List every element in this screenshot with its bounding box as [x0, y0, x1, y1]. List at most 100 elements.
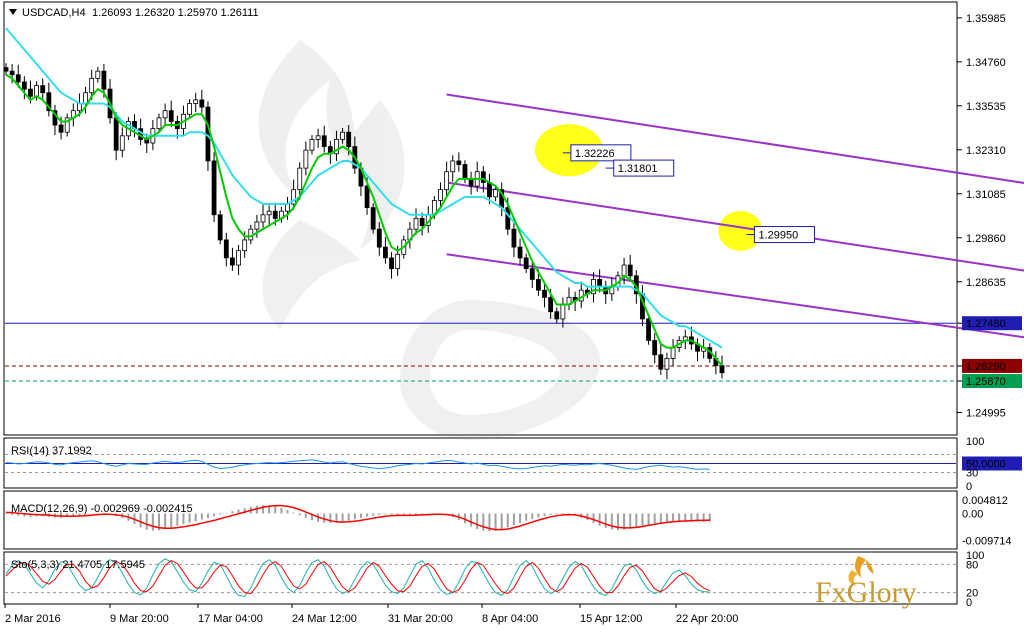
price-annotation: 1.31801	[605, 159, 675, 177]
candle-body	[468, 178, 474, 187]
rsi-tick-label: 0	[966, 481, 972, 493]
macd-signal-line	[5, 504, 710, 531]
candle-body	[493, 189, 498, 198]
annotation-text: 1.31801	[618, 163, 658, 175]
candle-body	[334, 139, 339, 155]
candle-body	[542, 289, 547, 298]
sto-panel-border	[3, 551, 958, 605]
y-tick-label: 1.29860	[966, 233, 1006, 245]
highlight-circle	[718, 210, 763, 251]
rsi-title: RSI(14) 37.1992	[11, 445, 92, 457]
rsi-panel[interactable]	[5, 454, 956, 473]
candle-body	[242, 239, 248, 252]
y-tick-label: 1.26290	[966, 361, 1006, 373]
sto-tick-label: 20	[966, 588, 978, 600]
candle-body	[297, 167, 303, 191]
candle-body	[21, 81, 27, 90]
chevron-down-icon[interactable]	[9, 9, 17, 15]
ma-slow-line	[5, 27, 723, 349]
candle-body	[376, 228, 382, 248]
sto-tick-label: 80	[966, 559, 978, 571]
candle-body	[462, 164, 468, 180]
y-tick-label: 1.35985	[966, 13, 1006, 25]
candle-body	[419, 217, 425, 226]
x-tick-label: 15 Apr 12:00	[580, 613, 642, 625]
channel-upper-line	[446, 93, 1024, 184]
x-tick-label: 2 Mar 2016	[5, 613, 61, 625]
candle-body	[444, 171, 450, 191]
candle-body	[77, 103, 82, 112]
ma-fast-line	[5, 73, 723, 367]
stochastic-panel[interactable]	[5, 558, 956, 597]
rsi-panel-border	[3, 437, 958, 489]
candle-body	[487, 182, 492, 198]
candle-body	[321, 135, 327, 147]
candle-body	[315, 135, 321, 140]
fxglory-logo: FxGlory	[815, 556, 917, 609]
candle-body	[40, 85, 46, 94]
candle-body	[9, 70, 15, 76]
symbol-timeframe: USDCAD,H4	[22, 7, 86, 19]
candle-body	[517, 246, 523, 259]
x-tick-label: 17 Mar 04:00	[198, 613, 263, 625]
candle-body	[291, 189, 297, 205]
candle-body	[230, 257, 235, 266]
y-tick-label: 1.32310	[966, 145, 1006, 157]
candle-body	[236, 250, 241, 266]
ohlc-values: 1.26093 1.26320 1.25970 1.26111	[92, 7, 259, 19]
channel-mid-line	[446, 181, 1024, 272]
price-panel-border	[3, 1, 958, 436]
candle-body	[670, 347, 676, 359]
price-level-tag	[962, 358, 1022, 373]
candle-body	[309, 139, 315, 151]
candle-body	[162, 110, 168, 119]
macd-tick-label: 0.00	[962, 508, 983, 520]
y-tick-label: 1.34760	[966, 57, 1006, 69]
candle-body	[272, 210, 278, 219]
macd-panel-border	[3, 490, 958, 550]
candle-body	[456, 160, 462, 165]
candle-body	[113, 117, 119, 151]
candle-body	[223, 239, 229, 259]
candle-body	[89, 77, 95, 94]
candle-body	[211, 160, 217, 216]
candle-body	[156, 117, 162, 130]
sto-main-line	[5, 558, 710, 597]
annotation-text: 1.29950	[758, 230, 798, 242]
candle-body	[505, 207, 511, 230]
x-tick-label: 9 Mar 20:00	[110, 613, 169, 625]
sto-title: Sto(5,3,3) 21.4705 17.5945	[11, 559, 145, 571]
candle-body	[64, 117, 70, 133]
x-tick-label: 31 Mar 20:00	[388, 613, 453, 625]
candle-body	[438, 189, 443, 201]
y-tick-label: 1.25870	[966, 376, 1006, 388]
candle-body	[664, 358, 670, 370]
x-tick-label: 24 Mar 12:00	[292, 613, 357, 625]
candle-body	[303, 149, 309, 169]
logo-text: FxGlory	[815, 576, 917, 609]
candle-body	[554, 311, 560, 320]
candle-body	[15, 74, 21, 83]
y-tick-label: 1.28635	[966, 277, 1006, 289]
candle-body	[536, 279, 541, 291]
candle-body	[193, 99, 199, 104]
macd-panel[interactable]	[5, 504, 711, 532]
y-tick-label: 1.24995	[966, 407, 1006, 419]
rsi-level-tag	[962, 456, 1022, 471]
annotation-box	[613, 159, 675, 177]
axes-labels: 1.35985 1.34760 1.33535 1.32310 1.31085 1.298…	[4, 13, 1022, 625]
candle-body	[217, 214, 223, 241]
candle-body	[413, 217, 419, 230]
candle-body	[3, 67, 9, 72]
candle-body	[719, 365, 725, 374]
y-tick-label: 1.27480	[966, 318, 1006, 330]
candle-body	[46, 92, 52, 112]
candle-body	[370, 207, 376, 230]
annotation-text: 1.32226	[575, 148, 615, 160]
chart-header: USDCAD,H4 1.26093 1.26320 1.25970 1.2611…	[9, 7, 259, 19]
price-annotation: 1.29950	[746, 226, 815, 244]
macd-tick-label: 0.004812	[962, 495, 1008, 507]
